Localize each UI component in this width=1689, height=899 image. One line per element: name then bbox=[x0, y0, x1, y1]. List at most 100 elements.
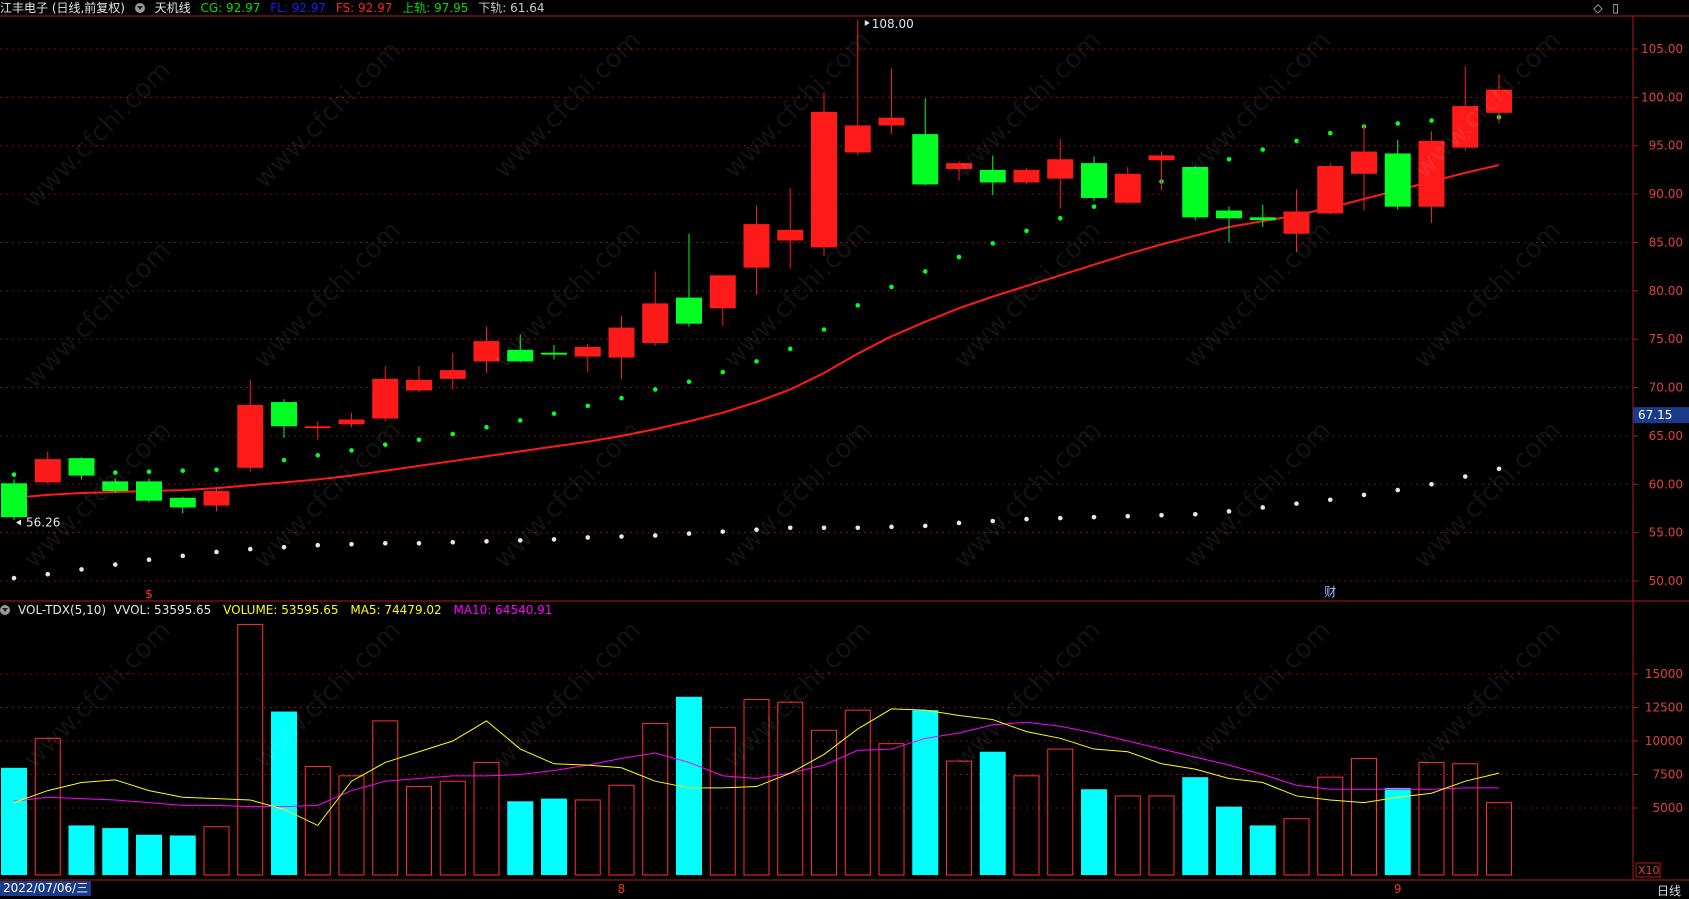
candle-body bbox=[1283, 211, 1310, 234]
price-tick-label: 80.00 bbox=[1649, 284, 1683, 298]
upper-band-dot bbox=[787, 346, 793, 352]
indicator-menu-icon[interactable] bbox=[134, 3, 145, 13]
low-arrow-icon bbox=[16, 519, 21, 526]
candle-body bbox=[878, 117, 905, 126]
price-tick-label: 75.00 bbox=[1649, 332, 1683, 346]
volume-panel-header: VOL-TDX(5,10) VVOL: 53595.65 VOLUME: 535… bbox=[0, 602, 560, 618]
candle-body bbox=[406, 379, 432, 391]
lower-band-dot bbox=[956, 520, 962, 526]
volume-bar bbox=[338, 775, 365, 876]
upper-band-dot bbox=[821, 327, 827, 332]
ma5-value: MA5: 74479.02 bbox=[350, 603, 442, 617]
indicator-name[interactable]: 天机线 bbox=[154, 1, 191, 15]
lower-band-dot bbox=[517, 538, 523, 543]
upper-band-dot bbox=[180, 468, 186, 474]
candle-body bbox=[136, 481, 162, 501]
upper-band-value: 上轨: 97.95 bbox=[402, 1, 469, 15]
lower-band-dot bbox=[45, 571, 51, 577]
lower-band-dot bbox=[1260, 505, 1266, 510]
candle-body bbox=[844, 125, 871, 153]
candle-body bbox=[237, 404, 264, 468]
volume-bar bbox=[1249, 825, 1276, 875]
lower-band-dot bbox=[382, 540, 388, 546]
volume-indicator-name[interactable]: VOL-TDX(5,10) bbox=[18, 603, 107, 617]
volume-bar bbox=[1418, 761, 1445, 876]
candle-body bbox=[1317, 166, 1344, 214]
axis-marker: 9 bbox=[1394, 882, 1402, 896]
upper-band-dot bbox=[281, 457, 287, 463]
volume-unit-box bbox=[1635, 862, 1661, 878]
volume-bar bbox=[946, 760, 972, 876]
lower-band-dot bbox=[1327, 497, 1333, 503]
volume-value: VOLUME: 53595.65 bbox=[223, 603, 339, 617]
candle-body bbox=[271, 402, 297, 427]
candle-body bbox=[203, 491, 230, 506]
upper-band-dot bbox=[416, 437, 422, 443]
volume-bar bbox=[777, 701, 804, 876]
candle-body bbox=[338, 419, 365, 425]
volume-bar bbox=[1182, 777, 1209, 875]
upper-band-dot bbox=[720, 369, 726, 375]
volume-bar bbox=[1486, 802, 1512, 876]
high-arrow-icon bbox=[864, 19, 870, 26]
price-tick-label: 50.00 bbox=[1649, 574, 1683, 588]
volume-bar bbox=[1351, 757, 1377, 876]
lower-band-dot bbox=[416, 540, 422, 546]
upper-band-dot bbox=[1024, 228, 1029, 234]
stock-name[interactable]: 江丰电子 (日线,前复权) bbox=[0, 1, 125, 15]
volume-bar bbox=[237, 623, 264, 876]
current-price-box bbox=[1633, 407, 1689, 424]
lower-band-dot bbox=[585, 535, 591, 540]
upper-band-dot bbox=[990, 241, 996, 246]
period-label[interactable]: 日线 bbox=[1656, 884, 1681, 898]
lower-band-dot bbox=[1024, 516, 1029, 522]
upper-band-dot bbox=[619, 395, 624, 401]
cursor-date: 2022/07/06/三 bbox=[0, 881, 92, 896]
volume-bar bbox=[372, 720, 399, 876]
volume-ma10-line bbox=[13, 721, 1499, 808]
upper-band-dot bbox=[922, 269, 928, 274]
lower-band-dot bbox=[889, 524, 894, 530]
volume-bar bbox=[1081, 789, 1107, 875]
window-icon[interactable]: ▯ bbox=[1612, 1, 1619, 15]
volume-bar bbox=[473, 761, 500, 876]
lower-band-dot bbox=[754, 527, 759, 533]
diamond-icon[interactable]: ◇ bbox=[1593, 1, 1603, 15]
upper-band-dot bbox=[1327, 130, 1333, 136]
lower-band-dot bbox=[855, 525, 861, 531]
upper-band-dot bbox=[1294, 138, 1299, 144]
upper-band-dot bbox=[382, 442, 388, 447]
volume-bar bbox=[1216, 806, 1242, 875]
lower-band-dot bbox=[247, 546, 253, 552]
upper-band-dot bbox=[11, 472, 17, 477]
volume-bar bbox=[811, 729, 837, 876]
lower-band-dot bbox=[146, 557, 152, 563]
volume-bar bbox=[979, 751, 1006, 875]
candle-body bbox=[1013, 169, 1040, 183]
candle-body bbox=[709, 275, 736, 309]
volume-indicator-menu-icon[interactable] bbox=[0, 605, 10, 615]
volume-bar bbox=[1, 767, 27, 875]
volume-bar bbox=[844, 709, 871, 876]
lower-band-dot bbox=[990, 518, 996, 524]
candle-body bbox=[1486, 89, 1512, 113]
candle-body bbox=[169, 497, 196, 508]
volume-bar bbox=[102, 828, 129, 875]
candle-body bbox=[304, 426, 331, 429]
axis-marker: 财 bbox=[1324, 585, 1336, 599]
candle-body bbox=[574, 346, 601, 357]
volume-bar bbox=[574, 799, 601, 876]
price-panel-header: 江丰电子 (日线,前复权) 天机线 CG: 92.97 FL: 92.97 FS… bbox=[0, 0, 550, 16]
volume-tick-label: 10000 bbox=[1645, 734, 1683, 748]
lower-band-dot bbox=[1496, 466, 1502, 472]
lower-band-dot bbox=[1429, 481, 1434, 487]
lower-band-dot bbox=[1462, 474, 1468, 479]
lower-band-dot bbox=[821, 525, 827, 531]
volume-bar bbox=[136, 834, 162, 875]
lower-band-dot bbox=[281, 544, 287, 550]
lower-band-dot bbox=[1294, 501, 1299, 506]
candle-body bbox=[473, 341, 500, 362]
price-tick-label: 105.00 bbox=[1641, 42, 1683, 56]
candle-body bbox=[102, 481, 129, 492]
